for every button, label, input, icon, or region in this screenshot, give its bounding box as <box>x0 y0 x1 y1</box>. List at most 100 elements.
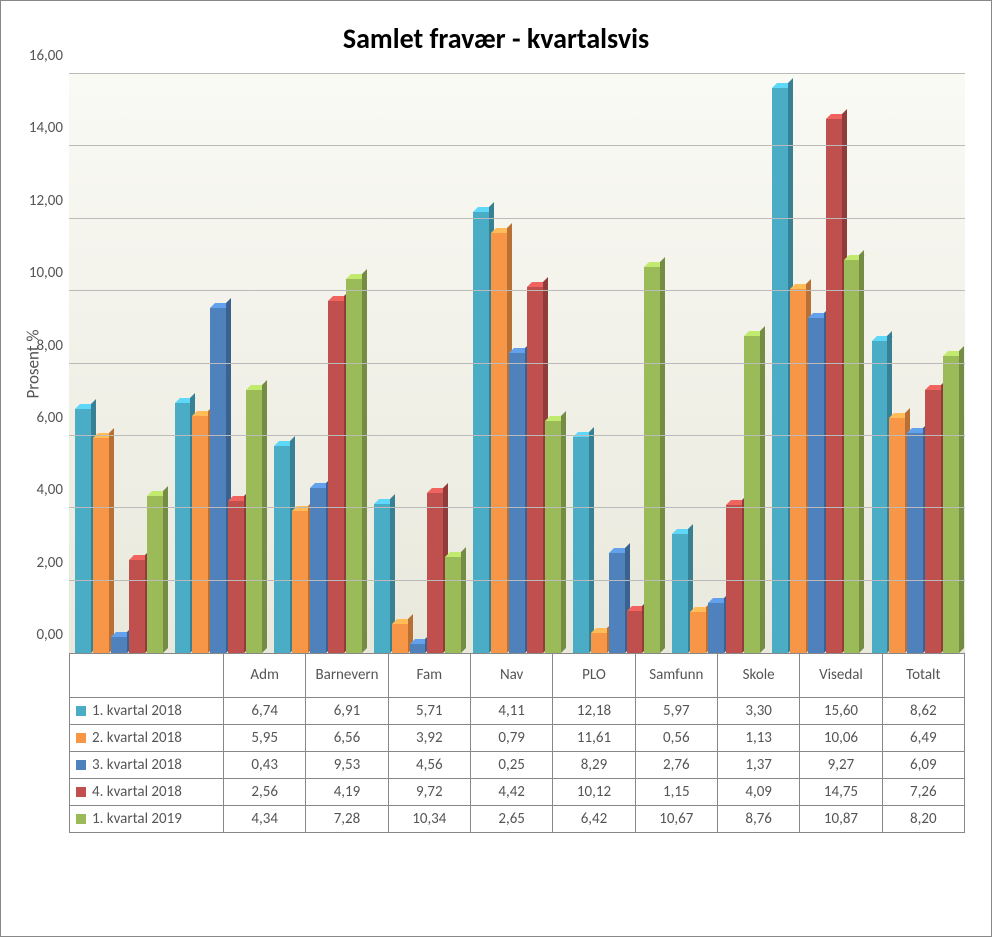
table-row: 3. kvartal 20180,439,534,560,258,292,761… <box>69 752 965 779</box>
data-cell: 0,79 <box>471 725 553 752</box>
bar <box>246 74 262 653</box>
series-header: 1. kvartal 2018 <box>70 698 224 725</box>
bar <box>75 74 91 653</box>
data-cell: 9,72 <box>389 779 471 806</box>
x-axis-categories: AdmBarnevernFamNavPLOSamfunnSkoleVisedal… <box>69 654 965 698</box>
data-cell: 15,60 <box>800 698 882 725</box>
chart-title: Samlet fravær - kvartalsvis <box>19 21 973 56</box>
data-cell: 8,20 <box>883 806 965 833</box>
bar <box>310 74 326 653</box>
bar <box>591 74 607 653</box>
data-cell: 10,12 <box>553 779 635 806</box>
data-cell: 10,87 <box>800 806 882 833</box>
bar <box>744 74 760 653</box>
data-cell: 4,56 <box>389 752 471 779</box>
y-tick-label: 12,00 <box>13 192 69 210</box>
gridline <box>69 145 965 146</box>
category-group <box>766 74 866 653</box>
y-tick-label: 16,00 <box>13 47 69 65</box>
bar <box>491 74 507 653</box>
bar <box>374 74 390 653</box>
data-cell: 0,43 <box>224 752 306 779</box>
data-cell: 10,67 <box>636 806 718 833</box>
bar <box>925 74 941 653</box>
bar <box>726 74 742 653</box>
data-cell: 10,06 <box>800 725 882 752</box>
bar <box>473 74 489 653</box>
gridline <box>69 73 965 74</box>
series-name: 1. kvartal 2019 <box>92 810 182 828</box>
data-cell: 8,76 <box>718 806 800 833</box>
data-cell: 2,76 <box>636 752 718 779</box>
data-cell: 7,26 <box>883 779 965 806</box>
bar <box>527 74 543 653</box>
bar <box>147 74 163 653</box>
bar <box>573 74 589 653</box>
data-cell: 6,56 <box>306 725 388 752</box>
data-cell: 14,75 <box>800 779 882 806</box>
data-cell: 10,34 <box>389 806 471 833</box>
legend-swatch <box>76 733 86 743</box>
data-cells: 0,439,534,560,258,292,761,379,276,09 <box>224 752 965 779</box>
data-cell: 12,18 <box>553 698 635 725</box>
bar <box>672 74 688 653</box>
data-cell: 6,91 <box>306 698 388 725</box>
y-tick-label: 8,00 <box>13 337 69 355</box>
bar <box>427 74 443 653</box>
table-row: 1. kvartal 20186,746,915,714,1112,185,97… <box>69 698 965 725</box>
data-cell: 1,13 <box>718 725 800 752</box>
data-cell: 9,53 <box>306 752 388 779</box>
data-cell: 7,28 <box>306 806 388 833</box>
y-tick-label: 10,00 <box>13 264 69 282</box>
x-tick-label: Samfunn <box>636 654 718 698</box>
series-name: 2. kvartal 2018 <box>92 729 182 747</box>
data-cells: 5,956,563,920,7911,610,561,1310,066,49 <box>224 725 965 752</box>
data-cells: 4,347,2810,342,656,4210,678,7610,878,20 <box>224 806 965 833</box>
table-corner-spacer <box>70 654 224 698</box>
gridline <box>69 363 965 364</box>
x-tick-label: Skole <box>718 654 800 698</box>
legend-swatch <box>76 814 86 824</box>
x-tick-label: PLO <box>553 654 635 698</box>
gridline <box>69 290 965 291</box>
data-cell: 3,92 <box>389 725 471 752</box>
data-cell: 4,42 <box>471 779 553 806</box>
bars-row <box>69 74 965 653</box>
gridline <box>69 580 965 581</box>
x-tick-label: Barnevern <box>306 654 388 698</box>
y-tick-label: 2,00 <box>13 554 69 572</box>
bar <box>844 74 860 653</box>
bar <box>129 74 145 653</box>
data-cell: 8,29 <box>553 752 635 779</box>
data-cell: 5,97 <box>636 698 718 725</box>
series-header: 1. kvartal 2019 <box>70 806 224 833</box>
y-tick-label: 4,00 <box>13 481 69 499</box>
chart-container: Samlet fravær - kvartalsvis Prosent % 0,… <box>0 0 992 937</box>
bar <box>328 74 344 653</box>
category-group <box>866 74 966 653</box>
bar <box>644 74 660 653</box>
category-group <box>268 74 368 653</box>
data-cell: 2,65 <box>471 806 553 833</box>
data-cells: 6,746,915,714,1112,185,973,3015,608,62 <box>224 698 965 725</box>
bar <box>410 74 426 653</box>
bar <box>808 74 824 653</box>
bar <box>93 74 109 653</box>
data-cell: 8,62 <box>883 698 965 725</box>
bar <box>346 74 362 653</box>
data-cell: 4,34 <box>224 806 306 833</box>
bar <box>772 74 788 653</box>
data-cell: 6,74 <box>224 698 306 725</box>
y-tick-label: 6,00 <box>13 409 69 427</box>
x-tick-label: Totalt <box>883 654 965 698</box>
legend-swatch <box>76 706 86 716</box>
bar <box>609 74 625 653</box>
bar <box>943 74 959 653</box>
category-group <box>467 74 567 653</box>
bar <box>627 74 643 653</box>
data-cell: 6,09 <box>883 752 965 779</box>
bar <box>509 74 525 653</box>
x-tick-label: Nav <box>471 654 553 698</box>
x-tick-label: Visedal <box>800 654 882 698</box>
series-name: 4. kvartal 2018 <box>92 783 182 801</box>
